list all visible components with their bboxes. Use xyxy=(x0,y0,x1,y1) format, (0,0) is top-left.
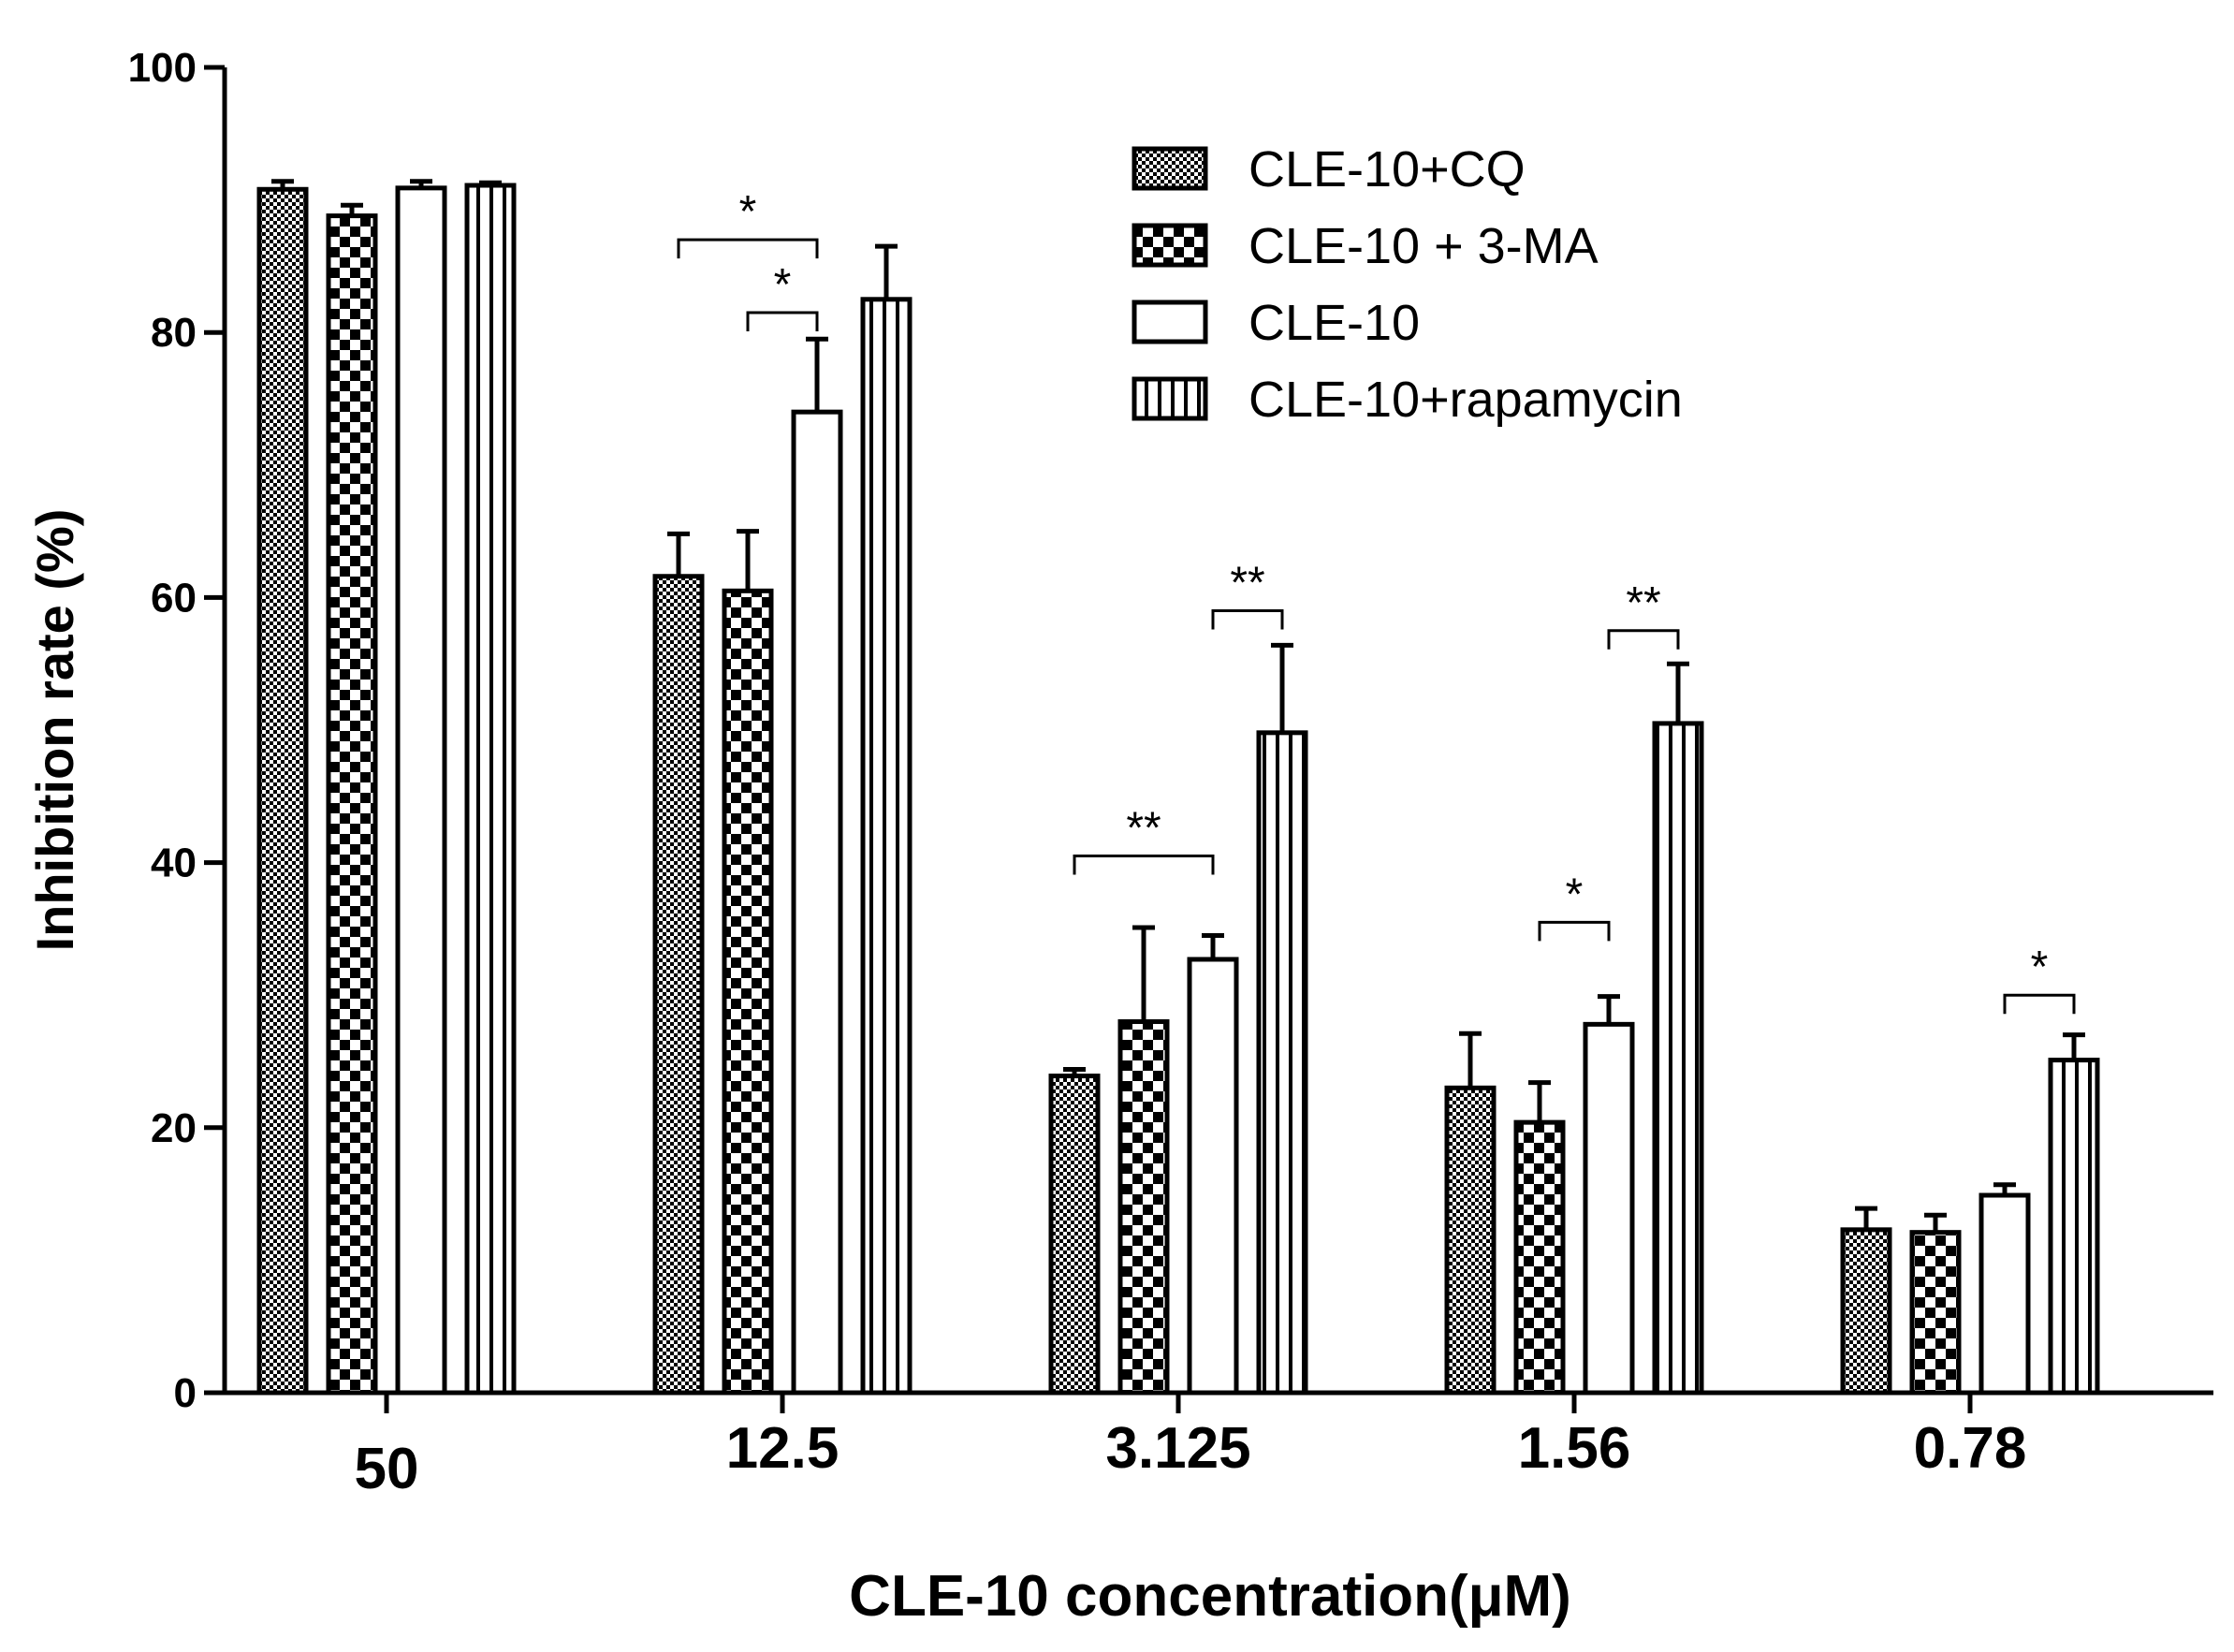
bar xyxy=(1048,1074,1101,1396)
bar xyxy=(860,297,913,1396)
x-tick-label: 12.5 xyxy=(726,1416,840,1481)
x-axis-label: CLE-10 concentration(μM) xyxy=(849,1564,1571,1629)
significance-label: ** xyxy=(1230,559,1264,608)
bar xyxy=(1444,1085,1497,1396)
bar xyxy=(652,574,705,1396)
error-bar xyxy=(737,529,759,592)
significance-label: * xyxy=(774,260,792,310)
legend-swatch xyxy=(1132,223,1208,268)
legend-swatch xyxy=(1132,376,1208,421)
y-tick-label: 60 xyxy=(151,575,197,621)
legend-label: CLE-10+rapamycin xyxy=(1248,372,1683,428)
error-bar xyxy=(667,531,690,577)
error-bar xyxy=(271,179,294,190)
bar xyxy=(395,185,447,1396)
significance-bracket xyxy=(1073,855,1215,875)
error-bar xyxy=(1667,661,1689,724)
plot-area: ********** xyxy=(256,179,2100,1396)
bar xyxy=(2048,1058,2100,1396)
bar xyxy=(1909,1230,1962,1396)
significance-label: * xyxy=(1566,870,1584,919)
error-bar xyxy=(1855,1206,1877,1230)
error-bar xyxy=(410,179,432,188)
bar xyxy=(326,213,378,1396)
error-bar xyxy=(806,336,828,413)
bar xyxy=(256,186,309,1396)
bar xyxy=(1583,1021,1635,1396)
error-bar xyxy=(1271,642,1293,733)
y-tick-label: 20 xyxy=(151,1105,197,1151)
significance-label: ** xyxy=(1626,578,1660,628)
x-ticks: 50 12.5 3.125 1.56 0.78 xyxy=(355,1393,2027,1501)
significance-bracket xyxy=(2003,993,2076,1015)
x-tick-label: 1.56 xyxy=(1518,1416,1631,1481)
legend-label: CLE-10+CQ xyxy=(1248,141,1526,197)
bar xyxy=(1256,730,1308,1396)
legend-swatch xyxy=(1132,146,1208,191)
significance-bracket xyxy=(677,238,819,259)
error-bar xyxy=(341,202,363,216)
legend: CLE-10+CQ CLE-10 + 3-MA CLE-10 CLE-10+rapam… xyxy=(1132,141,1683,428)
error-bar xyxy=(479,180,502,186)
y-tick-label: 100 xyxy=(128,45,197,91)
error-bar xyxy=(1202,932,1224,959)
bar xyxy=(1513,1119,1566,1396)
error-bar xyxy=(1598,994,1620,1025)
y-tick-label: 0 xyxy=(174,1370,197,1416)
error-bars-layer xyxy=(271,179,2085,1233)
y-axis-label: Inhibition rate (%) xyxy=(25,509,84,952)
bar xyxy=(1187,957,1239,1396)
y-tick-label: 40 xyxy=(151,841,197,886)
bar xyxy=(722,588,774,1396)
legend-label: CLE-10 xyxy=(1248,295,1420,351)
x-tick-label: 0.78 xyxy=(1914,1416,2027,1481)
bar xyxy=(1652,721,1704,1396)
bars-layer xyxy=(256,183,2100,1396)
bar xyxy=(1978,1192,2031,1396)
significance-bracket xyxy=(1538,920,1611,942)
significance-layer: ********** xyxy=(677,187,2076,1015)
y-tick-label: 80 xyxy=(151,310,197,356)
axes: 0 20 40 60 80 100 50 12.5 3.125 1.56 0.78 xyxy=(128,45,2213,1501)
bar xyxy=(1117,1019,1170,1396)
bar xyxy=(791,409,843,1396)
legend-label: CLE-10 + 3-MA xyxy=(1248,218,1599,274)
bar xyxy=(464,183,517,1396)
error-bar xyxy=(875,243,898,300)
x-tick-label: 3.125 xyxy=(1105,1416,1250,1481)
error-bar xyxy=(1924,1212,1947,1233)
significance-label: * xyxy=(739,187,757,237)
significance-bracket xyxy=(1211,609,1284,630)
error-bar xyxy=(1459,1031,1482,1089)
legend-swatch xyxy=(1132,300,1208,344)
error-bar xyxy=(1063,1067,1086,1076)
error-bar xyxy=(1993,1182,2016,1196)
significance-label: ** xyxy=(1126,804,1161,854)
significance-bracket xyxy=(746,311,819,331)
error-bar xyxy=(1132,925,1155,1022)
significance-label: * xyxy=(2031,943,2049,992)
significance-bracket xyxy=(1607,629,1680,650)
bar xyxy=(1840,1227,1892,1396)
error-bar xyxy=(2063,1032,2085,1060)
error-bar xyxy=(1528,1080,1551,1123)
y-ticks: 0 20 40 60 80 100 xyxy=(128,45,225,1416)
x-tick-label: 50 xyxy=(355,1437,419,1501)
